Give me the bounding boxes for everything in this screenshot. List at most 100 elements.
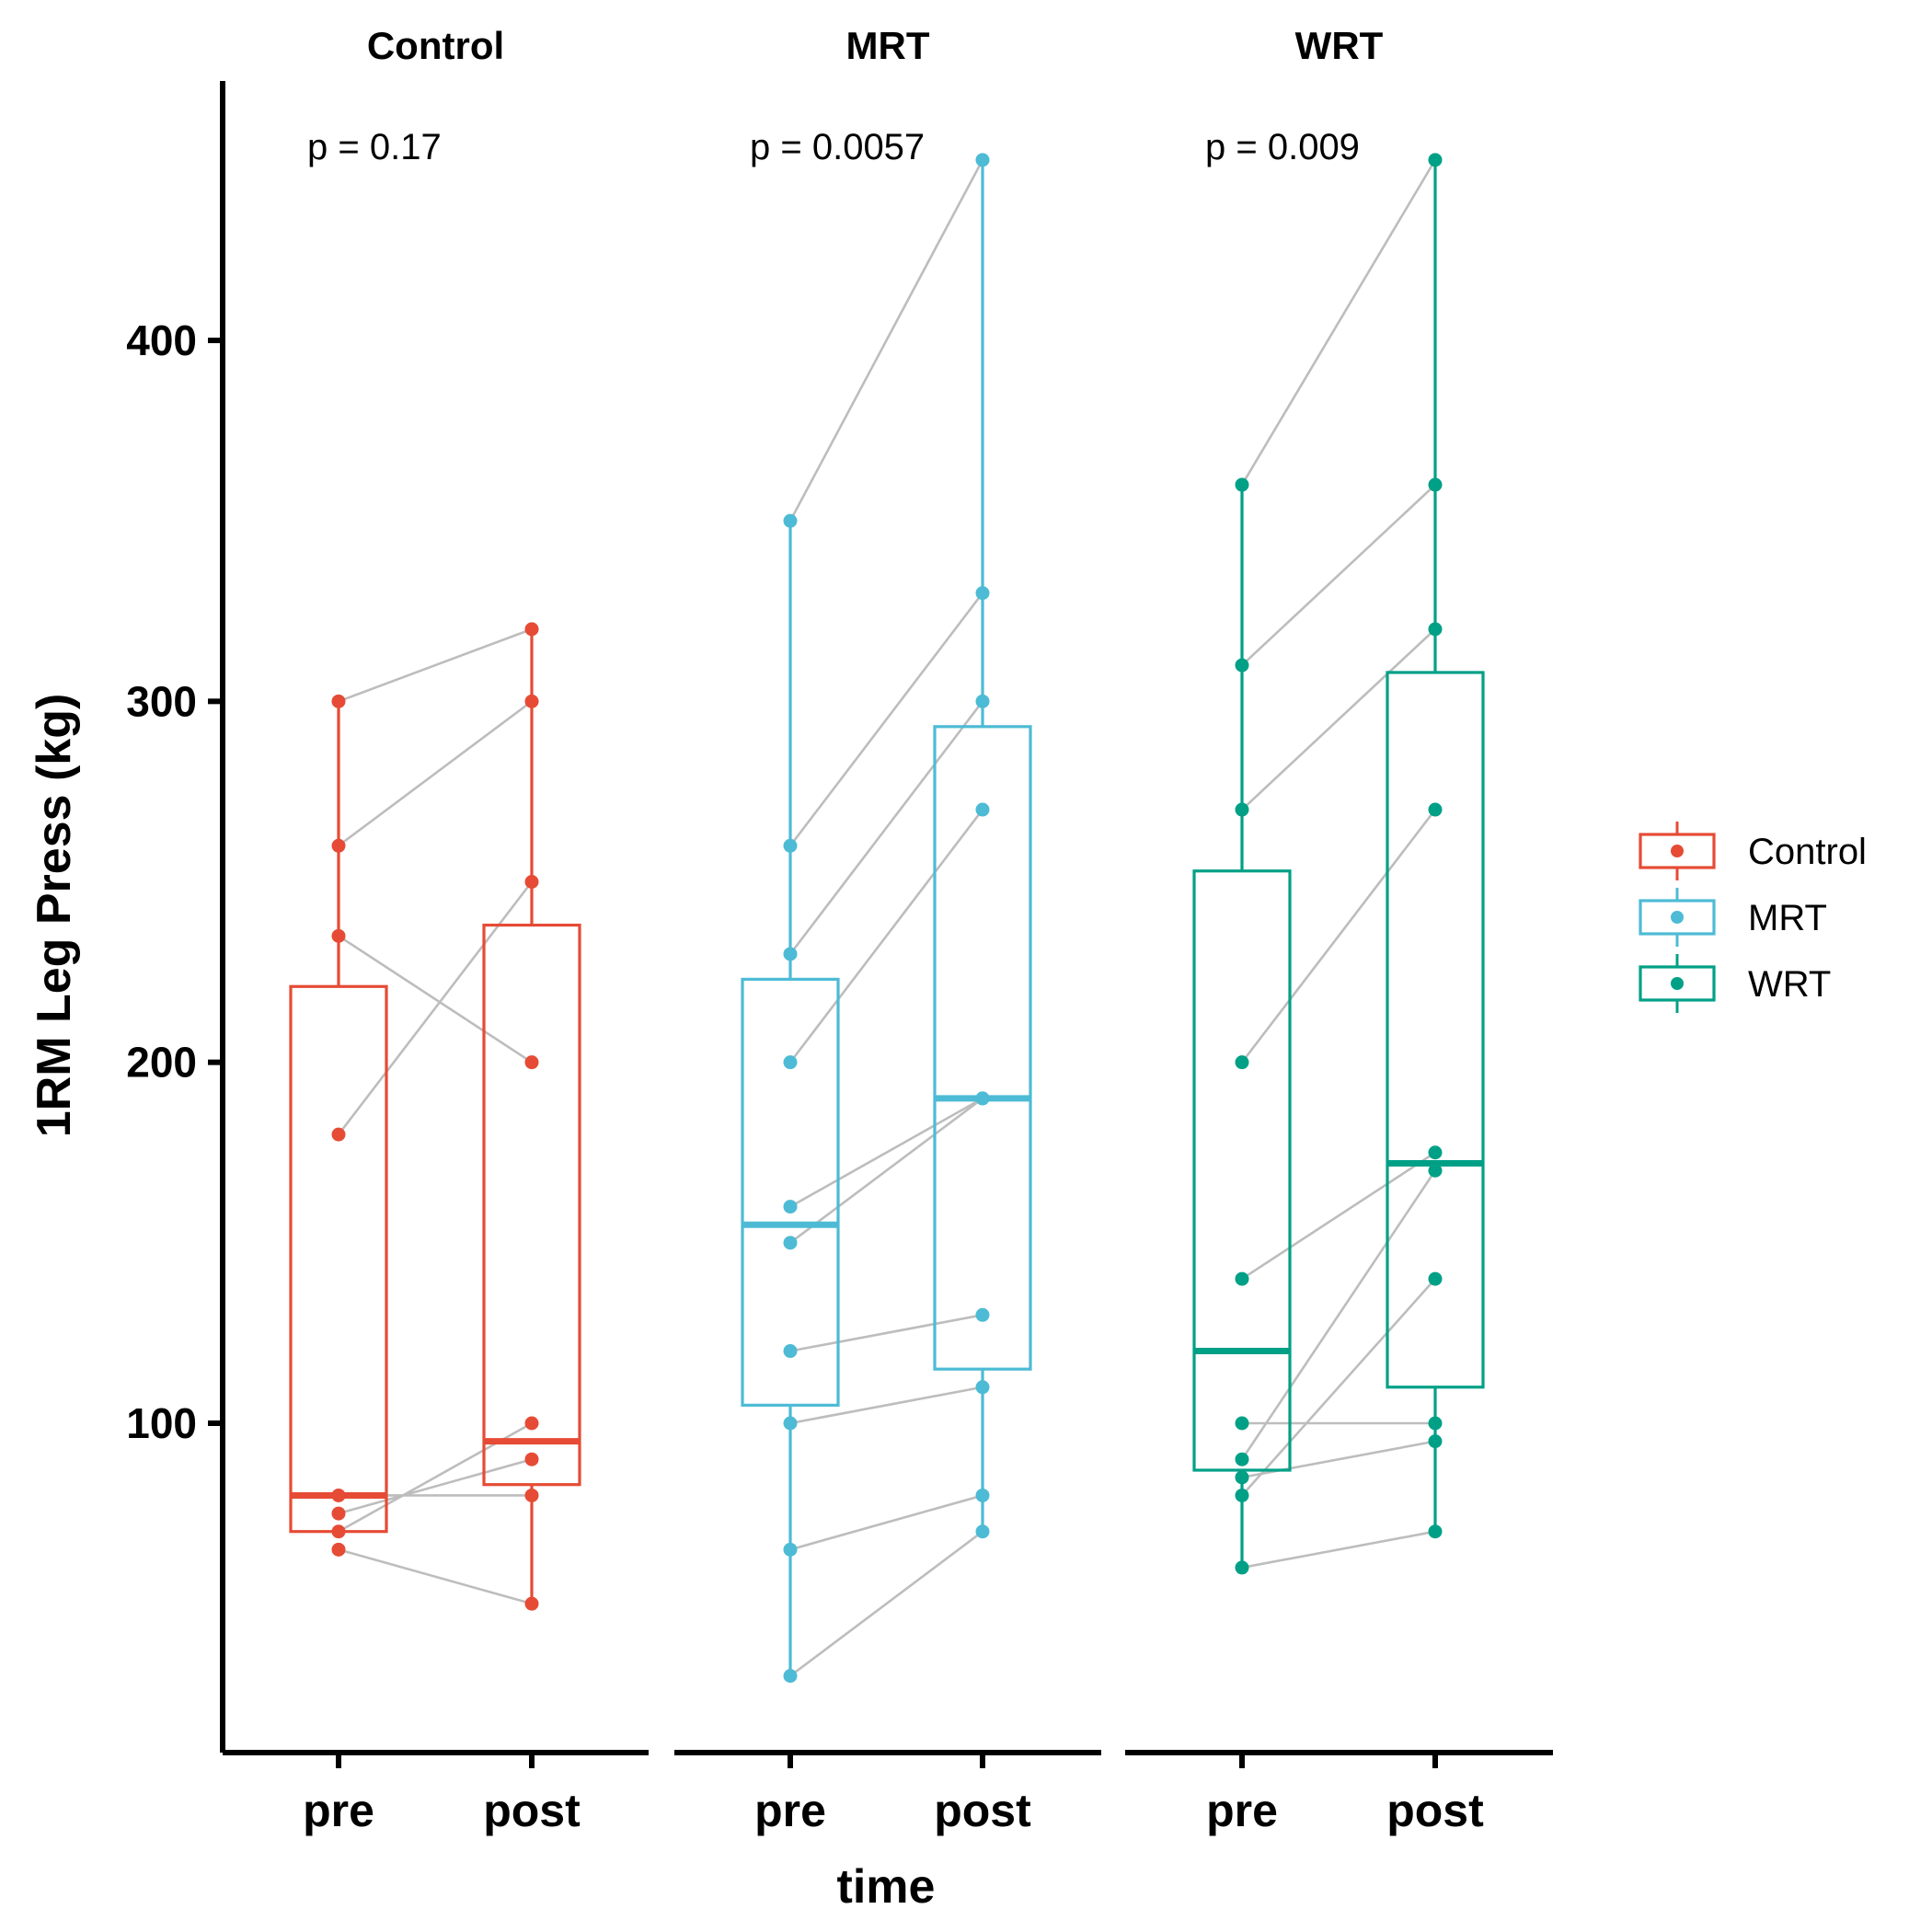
data-point (783, 1542, 798, 1557)
pair-line (338, 1457, 533, 1515)
data-point (331, 1488, 346, 1502)
data-point (783, 947, 798, 961)
box-pre (741, 977, 840, 1407)
data-point (1428, 1434, 1443, 1449)
pair-line (1240, 1169, 1437, 1460)
data-point (1428, 1416, 1443, 1431)
data-point (975, 1488, 990, 1502)
data-points (331, 153, 1443, 1684)
pair-line (789, 1097, 983, 1208)
legend-key-box (1639, 833, 1716, 869)
pair-lines (337, 159, 1437, 1677)
data-point (1235, 477, 1249, 492)
data-point (975, 1524, 990, 1539)
pair-line (1241, 1530, 1436, 1570)
y-tick-label: 100 (126, 1399, 197, 1447)
data-point (331, 1542, 346, 1557)
data-point (1235, 1452, 1249, 1466)
pair-line (788, 592, 984, 847)
data-point (331, 694, 346, 708)
pair-line (338, 1548, 533, 1605)
data-point (1235, 1271, 1249, 1286)
data-point (783, 838, 798, 853)
data-point (1235, 802, 1249, 817)
data-point (331, 1524, 346, 1539)
box-post (933, 725, 1032, 1371)
data-point (1235, 1470, 1249, 1485)
x-tick-label: pre (1206, 1785, 1278, 1836)
data-point (975, 1091, 990, 1106)
data-point (975, 1307, 990, 1322)
data-point (524, 622, 539, 637)
data-point (783, 513, 798, 528)
data-point (524, 1055, 539, 1070)
pair-line (789, 1494, 983, 1551)
box-pre (289, 984, 388, 1534)
panel-title: WRT (1295, 24, 1384, 67)
legend-key-box (1639, 965, 1716, 1002)
data-point (331, 1127, 346, 1142)
data-point (783, 1200, 798, 1214)
pair-line (789, 1097, 983, 1244)
data-point (1428, 622, 1443, 637)
p-value-label: p = 0.009 (1205, 127, 1360, 167)
data-point (331, 1506, 346, 1521)
legend-label: MRT (1748, 898, 1827, 938)
p-value-label: p = 0.17 (307, 127, 442, 167)
pair-line (337, 880, 534, 1135)
data-point (1428, 1524, 1443, 1539)
legend: Control MRT WRT (1639, 822, 1867, 1013)
data-point (1428, 1163, 1443, 1178)
box-pre (1192, 869, 1292, 1472)
data-point (524, 1416, 539, 1431)
y-axis-label: 1RM Leg Press (kg) (28, 694, 81, 1138)
pair-line (1241, 1440, 1436, 1479)
x-tick-label: pre (754, 1785, 826, 1836)
pair-line (788, 700, 984, 955)
data-point (783, 1055, 798, 1070)
pair-line (789, 1530, 983, 1677)
p-value-label: p = 0.0057 (750, 127, 925, 167)
box-post (1386, 671, 1485, 1389)
chart-text: 1RM Leg Press (kg) time 100 200 300 400 pre p… (28, 24, 1484, 1914)
legend-label: Control (1748, 832, 1867, 872)
x-axis-label: time (837, 1860, 936, 1914)
data-point (524, 694, 539, 708)
data-point (975, 1380, 990, 1395)
pair-line (1241, 627, 1436, 811)
pair-line (1241, 483, 1436, 667)
legend-key-point (1671, 911, 1684, 924)
data-point (1428, 1271, 1443, 1286)
x-tick-label: post (483, 1785, 581, 1836)
data-point (783, 1344, 798, 1359)
data-point (524, 1596, 539, 1611)
data-point (524, 875, 539, 889)
legend-label: WRT (1748, 964, 1831, 1005)
pair-line (789, 1386, 983, 1425)
data-point (524, 1452, 539, 1466)
data-point (1428, 1145, 1443, 1160)
legend-item: Control (1639, 822, 1867, 880)
legend-item: WRT (1639, 954, 1831, 1013)
pair-line (1240, 159, 1437, 486)
y-tick-label: 300 (126, 677, 197, 725)
data-point (1235, 1416, 1249, 1431)
data-point (1235, 1560, 1249, 1575)
data-point (975, 153, 990, 167)
legend-key-point (1671, 977, 1684, 990)
data-point (524, 1488, 539, 1502)
x-tick-label: post (934, 1785, 1031, 1836)
axes (208, 81, 1553, 1768)
data-point (975, 586, 990, 601)
data-point (1428, 153, 1443, 167)
x-tick-label: pre (303, 1785, 374, 1836)
boxplots (289, 159, 1485, 1676)
data-point (331, 928, 346, 943)
pair-line (338, 700, 533, 847)
data-point (783, 1416, 798, 1431)
y-tick-label: 200 (126, 1039, 197, 1087)
data-point (975, 802, 990, 817)
data-point (783, 1236, 798, 1250)
data-point (1428, 802, 1443, 817)
